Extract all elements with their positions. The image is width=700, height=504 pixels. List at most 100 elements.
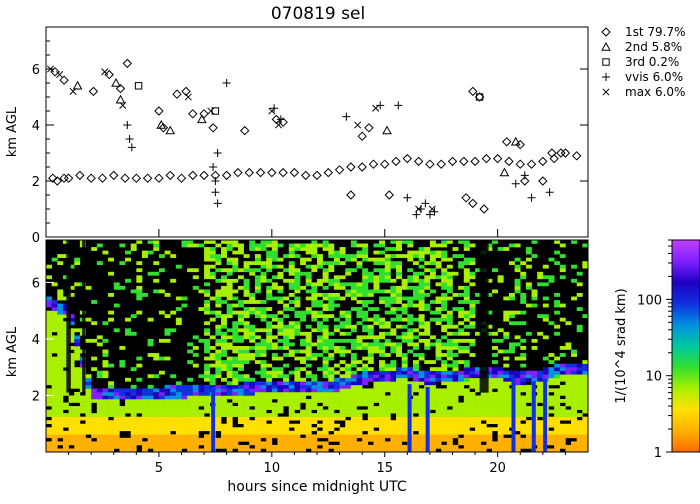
heatmap-cell <box>243 402 250 407</box>
heatmap-cell <box>407 370 414 375</box>
heatmap-cell <box>339 416 346 421</box>
heatmap-cell <box>317 395 323 400</box>
heatmap-cell <box>458 307 465 311</box>
heatmap-cell <box>356 423 363 428</box>
heatmap-cell <box>401 296 408 301</box>
heatmap-cell <box>520 377 527 382</box>
heatmap-cell <box>204 363 211 368</box>
heatmap-cell <box>187 243 194 248</box>
heatmap-cell <box>226 293 233 297</box>
heatmap-cell <box>141 250 148 255</box>
heatmap-cell <box>469 257 476 262</box>
heatmap-cell <box>125 377 131 382</box>
heatmap-cell <box>345 391 352 396</box>
heatmap-cell <box>311 310 318 315</box>
heatmap-cell <box>221 293 227 297</box>
heatmap-cell <box>345 374 352 379</box>
heatmap-cell <box>412 395 419 400</box>
heatmap-cell <box>401 374 408 379</box>
heatmap-cell <box>429 250 436 255</box>
heatmap-cell <box>401 416 408 421</box>
heatmap-cell <box>379 349 386 354</box>
heatmap-cell <box>469 406 476 410</box>
heatmap-cell <box>294 300 301 304</box>
heatmap-cell <box>452 367 459 372</box>
heatmap-cell <box>198 423 205 428</box>
heatmap-cell <box>520 395 527 400</box>
heatmap-cell <box>141 444 148 449</box>
heatmap-cell <box>192 285 199 290</box>
heatmap-cell <box>108 317 115 322</box>
heatmap-cell <box>367 427 374 432</box>
data-point-diamond <box>115 83 126 94</box>
heatmap-cell <box>469 448 476 453</box>
heatmap-cell <box>254 448 261 453</box>
heatmap-cell <box>288 324 295 329</box>
data-point-diamond <box>538 176 548 186</box>
heatmap-cell <box>373 399 380 403</box>
heatmap-cell <box>373 250 380 255</box>
heatmap-cell <box>51 367 58 372</box>
heatmap-cell <box>209 275 216 280</box>
heatmap-cell <box>333 293 340 297</box>
heatmap-cell <box>283 314 290 319</box>
heatmap-cell <box>379 409 386 414</box>
heatmap-cell <box>85 338 92 343</box>
heatmap-cell <box>373 317 380 322</box>
data-point-diamond <box>346 190 356 200</box>
heatmap-cell <box>345 289 352 294</box>
heatmap-cell <box>288 349 295 354</box>
heatmap-cell <box>418 413 425 417</box>
heatmap-cell <box>170 423 177 428</box>
heatmap-cell <box>452 448 459 453</box>
heatmap-cell <box>463 416 470 421</box>
heatmap-cell <box>51 303 58 308</box>
heatmap-cell <box>503 395 510 400</box>
heatmap-cell <box>226 367 233 372</box>
heatmap-cell <box>396 416 402 421</box>
heatmap-cell <box>305 324 312 329</box>
heatmap-cell <box>424 370 431 375</box>
heatmap-cell <box>503 331 510 336</box>
heatmap-cell <box>158 399 165 403</box>
heatmap-cell <box>441 413 448 417</box>
heatmap-cell <box>390 293 397 297</box>
heatmap-cell <box>136 289 143 294</box>
heatmap-cell <box>119 391 126 396</box>
heatmap-cell <box>164 391 171 396</box>
heatmap-cell <box>537 384 544 389</box>
heatmap-cell <box>396 402 402 407</box>
heatmap-cell <box>345 444 352 449</box>
heatmap-cell <box>571 395 578 400</box>
heatmap-cell <box>463 271 470 276</box>
heatmap-cell <box>565 388 572 393</box>
heatmap-cell <box>204 416 211 421</box>
heatmap-cell <box>396 384 402 389</box>
heatmap-cell <box>102 427 109 432</box>
heatmap-cell <box>277 441 284 446</box>
heatmap-cell <box>429 427 436 432</box>
heatmap-cell <box>356 434 363 439</box>
heatmap-cell <box>458 240 465 244</box>
heatmap-cell <box>537 377 544 382</box>
heatmap-cell <box>237 356 244 361</box>
heatmap-cell <box>147 391 154 396</box>
heatmap-cell <box>221 250 227 255</box>
heatmap-cell <box>571 367 578 372</box>
heatmap-cell <box>458 420 465 425</box>
heatmap-cell <box>362 427 369 432</box>
heatmap-cell <box>435 275 442 280</box>
data-point-diamond <box>515 139 525 150</box>
heatmap-cell <box>57 399 64 403</box>
heatmap-cell <box>153 406 160 410</box>
heatmap-cell <box>362 293 369 297</box>
heatmap-cell <box>362 437 369 442</box>
heatmap-cell <box>254 399 261 403</box>
heatmap-cell <box>226 261 233 266</box>
heatmap-cell <box>480 409 487 414</box>
heatmap-cell <box>283 430 290 435</box>
heatmap-cell <box>452 402 459 407</box>
heatmap-cell <box>497 278 504 283</box>
heatmap-cell <box>198 413 205 417</box>
data-point-cross <box>415 205 423 213</box>
